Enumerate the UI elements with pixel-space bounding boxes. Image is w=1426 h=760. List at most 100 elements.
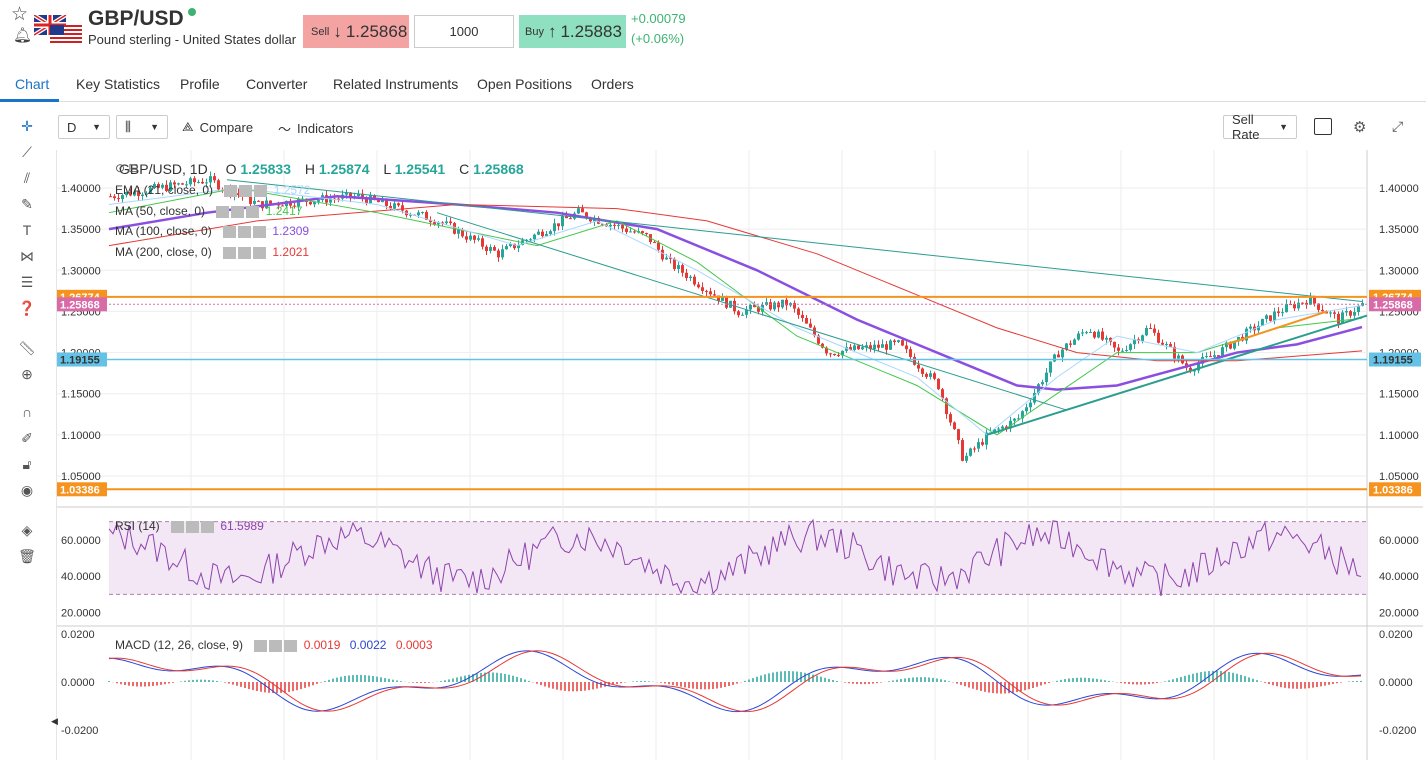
tab-profile[interactable]: Profile — [180, 76, 220, 92]
candle — [1065, 343, 1068, 350]
market-open-indicator — [188, 8, 196, 16]
candle — [613, 224, 616, 226]
candle — [237, 193, 240, 196]
candle — [1345, 311, 1348, 313]
trash-icon[interactable]: 🗑︎ — [18, 547, 36, 564]
level-label — [1369, 352, 1421, 367]
star-icon[interactable]: ☆ — [11, 4, 29, 25]
candle — [857, 345, 860, 350]
candle — [941, 389, 944, 399]
fullscreen-window-icon[interactable] — [1314, 118, 1332, 135]
quantity-input[interactable]: 1000 — [414, 15, 514, 48]
candle — [945, 398, 948, 415]
interval-select[interactable]: D ▼ — [58, 115, 110, 139]
candle — [1097, 331, 1100, 338]
zoom-icon[interactable]: ⊕ — [21, 365, 33, 382]
candle — [157, 184, 160, 188]
price-tick-label-left: 1.30000 — [61, 265, 101, 277]
price-tick-label: 1.05000 — [1379, 471, 1419, 483]
pattern-icon[interactable]: ⋈ — [20, 247, 34, 264]
tab-orders[interactable]: Orders — [591, 76, 634, 92]
caret-down-icon: ▼ — [150, 122, 159, 132]
candle — [293, 205, 296, 207]
candle — [513, 243, 516, 249]
candle — [1045, 372, 1048, 383]
candle — [1205, 356, 1208, 358]
candle — [1145, 327, 1148, 336]
candle — [445, 221, 448, 224]
candle — [257, 200, 260, 202]
crosshair-icon[interactable]: ✛ — [21, 117, 33, 134]
candlestick-icon: ⫼ — [125, 119, 131, 134]
candle — [1133, 339, 1136, 345]
expand-icon[interactable]: ⤢ — [1392, 118, 1404, 134]
collapse-icon[interactable]: ⊙ ⊟ — [115, 161, 139, 175]
chart-area[interactable]: 1.40000 1.40000 1.35000 1.35000 1.30000 1.300… — [51, 150, 1423, 760]
candle — [1217, 355, 1220, 357]
rsi-tick-label: 40.0000 — [1379, 571, 1419, 583]
indicator-controls-icon[interactable] — [216, 205, 262, 218]
candle — [1089, 331, 1092, 333]
trend-line-icon[interactable]: ⟋ — [22, 143, 32, 160]
layers-icon[interactable]: ◈ — [21, 521, 33, 538]
indicator-controls-icon[interactable] — [223, 225, 269, 238]
candle — [561, 216, 564, 227]
candle — [1109, 337, 1112, 342]
candle — [1233, 341, 1236, 349]
candle — [897, 340, 900, 342]
candle — [837, 355, 840, 357]
brush-icon[interactable]: ✎ — [21, 195, 33, 212]
candle — [541, 231, 544, 237]
indicator-controls-icon[interactable] — [224, 184, 270, 197]
text-tool-icon[interactable]: T — [22, 222, 32, 238]
candle — [1169, 344, 1172, 347]
parallel-channel-icon[interactable]: ⫽ — [23, 169, 31, 186]
macd-histogram-value: 0.0003 — [395, 638, 433, 652]
rsi-band — [109, 521, 1367, 595]
scroll-left-icon[interactable]: ◀ — [51, 716, 58, 726]
candle — [713, 294, 716, 296]
indicator-controls-icon[interactable] — [171, 520, 217, 533]
candle — [441, 222, 444, 224]
tab-chart[interactable]: Chart — [15, 76, 50, 92]
price-source-select[interactable]: Sell Rate ▼ — [1223, 112, 1297, 142]
chart-canvas[interactable]: 1.40000 1.40000 1.35000 1.35000 1.30000 1.300… — [57, 150, 1423, 760]
candle — [985, 432, 988, 445]
candle — [393, 203, 396, 209]
help-icon[interactable]: ❓ — [18, 299, 36, 316]
lock-drawing-icon[interactable]: ✐ — [21, 429, 33, 446]
ruler-icon[interactable]: 📏︎ — [18, 339, 36, 356]
indicator-controls-icon[interactable] — [254, 639, 300, 652]
fib-tool-icon[interactable]: ☰ — [20, 273, 34, 290]
candle — [1209, 356, 1212, 358]
eye-icon[interactable]: ◉ — [20, 481, 34, 498]
candle — [537, 231, 540, 235]
tab-open-positions[interactable]: Open Positions — [477, 76, 572, 92]
price-tick-label: 1.15000 — [1379, 389, 1419, 401]
indicator-controls-icon[interactable] — [223, 246, 269, 259]
candle — [625, 228, 628, 233]
candle — [877, 344, 880, 348]
lock-icon[interactable]: 🔓︎ — [22, 455, 32, 472]
candle — [197, 181, 200, 183]
tab-key-statistics[interactable]: Key Statistics — [76, 76, 161, 92]
price-tick-label-left: 1.05000 — [61, 471, 101, 483]
tab-converter[interactable]: Converter — [246, 76, 308, 92]
indicator-value: 1.2417 — [265, 204, 303, 218]
bell-icon[interactable]: 🔔︎ — [13, 27, 33, 44]
candle — [433, 222, 436, 225]
gear-icon[interactable]: ⚙ — [1353, 119, 1367, 136]
indicators-button[interactable]: 〜 Indicators — [278, 119, 353, 138]
buy-button[interactable]: Buy ↑ 1.25883 — [519, 15, 626, 48]
trend-line — [986, 314, 1368, 436]
sell-button[interactable]: Sell ↓ 1.25868 — [303, 15, 409, 48]
chart-type-select[interactable]: ⫼ ▼ — [116, 115, 168, 139]
magnet-icon[interactable]: ∩ — [21, 404, 33, 420]
candle — [1313, 296, 1316, 304]
macd-signal-value: 0.0022 — [349, 638, 387, 652]
candle — [1057, 354, 1060, 358]
compare-button[interactable]: ⟁ Compare — [182, 119, 253, 135]
tab-related-instruments[interactable]: Related Instruments — [333, 76, 459, 92]
candle — [569, 218, 572, 220]
candle — [517, 245, 520, 249]
